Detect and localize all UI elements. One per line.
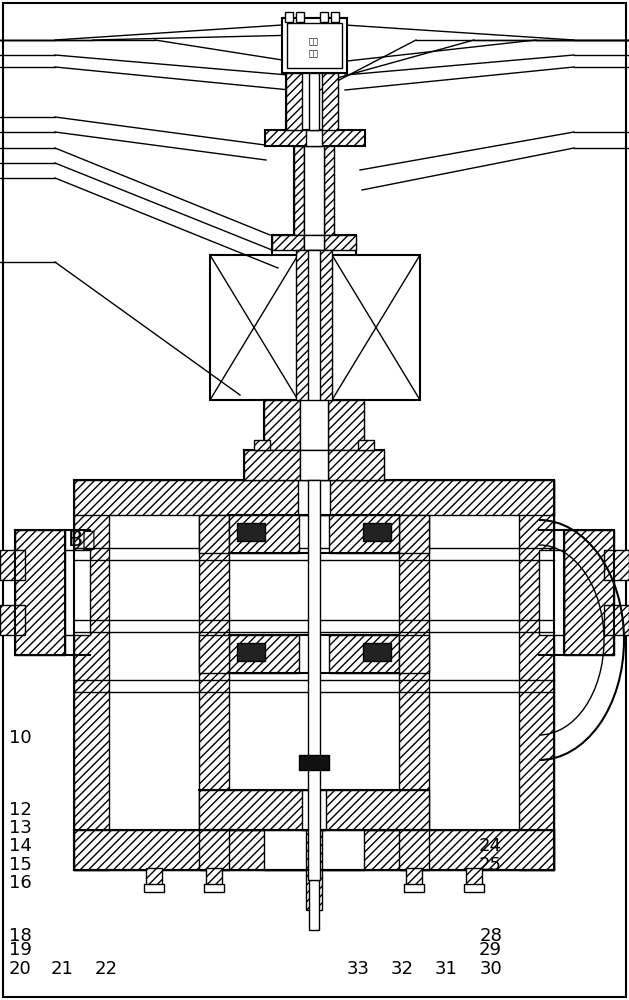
Bar [296, 12, 304, 22]
Bar [146, 868, 162, 888]
Bar [204, 884, 224, 892]
Bar [237, 643, 265, 661]
Bar [519, 480, 554, 870]
Bar [254, 440, 270, 450]
Text: 10: 10 [9, 729, 31, 747]
Bar [282, 18, 347, 73]
Bar [332, 255, 420, 400]
Bar [306, 830, 322, 910]
Bar [328, 400, 364, 450]
Text: 30: 30 [479, 960, 502, 978]
Text: 14: 14 [9, 837, 31, 855]
Bar [65, 550, 90, 635]
Text: B腔: B腔 [67, 530, 96, 550]
Bar [363, 643, 391, 661]
Bar [320, 12, 328, 22]
Bar [304, 146, 324, 235]
Text: 13: 13 [9, 819, 31, 837]
Text: 關閉: 關閉 [309, 37, 319, 46]
Bar [296, 250, 332, 410]
Bar [206, 868, 222, 888]
Bar [294, 146, 304, 235]
Text: 28: 28 [479, 927, 502, 945]
Text: 18: 18 [9, 927, 31, 945]
Bar [399, 515, 429, 553]
Bar [324, 146, 334, 235]
Text: 打開: 打開 [309, 49, 319, 58]
Bar [466, 868, 482, 888]
Text: 12: 12 [9, 801, 31, 819]
Text: 20: 20 [9, 960, 31, 978]
Bar [199, 790, 429, 830]
Bar [329, 515, 399, 553]
Text: 31: 31 [435, 960, 458, 978]
Text: 25: 25 [479, 856, 502, 874]
Bar [244, 450, 300, 480]
Bar [328, 450, 384, 480]
Bar [464, 884, 484, 892]
Bar [539, 550, 564, 635]
Bar [15, 530, 65, 655]
Bar [331, 12, 339, 22]
Bar [199, 515, 229, 553]
Bar [144, 884, 164, 892]
Bar [358, 440, 374, 450]
Bar [300, 450, 328, 480]
Bar [0, 550, 25, 580]
Bar [306, 130, 322, 146]
Bar [264, 400, 300, 450]
Bar [309, 73, 319, 130]
Bar [322, 73, 338, 130]
Bar [406, 868, 422, 888]
Bar [285, 12, 293, 22]
Bar [286, 73, 302, 130]
Bar [404, 884, 424, 892]
Bar [302, 790, 326, 830]
Bar [199, 635, 229, 673]
Bar [604, 550, 629, 580]
Text: 21: 21 [50, 960, 73, 978]
Bar [299, 755, 329, 770]
Bar [237, 523, 265, 541]
Bar [74, 480, 554, 515]
Bar [229, 635, 299, 673]
Bar [399, 480, 429, 870]
Text: 15: 15 [9, 856, 31, 874]
Bar [399, 635, 429, 673]
Bar [308, 480, 320, 880]
Bar [300, 400, 328, 450]
Text: 19: 19 [9, 941, 31, 959]
Bar [229, 515, 299, 553]
Bar [564, 530, 614, 655]
Bar [308, 250, 320, 410]
Bar [272, 235, 304, 250]
Text: 33: 33 [347, 960, 370, 978]
Bar [265, 130, 365, 146]
Text: 32: 32 [391, 960, 414, 978]
Bar [304, 235, 324, 250]
Bar [0, 605, 25, 635]
Bar [298, 480, 330, 515]
Bar [287, 23, 342, 68]
Bar [74, 830, 554, 870]
Text: 24: 24 [479, 837, 502, 855]
Bar [74, 480, 109, 870]
Bar [604, 605, 629, 635]
Bar [199, 480, 229, 870]
Bar [210, 255, 298, 400]
Bar [363, 523, 391, 541]
Bar [329, 635, 399, 673]
Text: 16: 16 [9, 874, 31, 892]
Bar [264, 830, 364, 870]
Bar [324, 235, 356, 250]
Text: 29: 29 [479, 941, 502, 959]
Bar [309, 830, 319, 930]
Text: 22: 22 [94, 960, 117, 978]
